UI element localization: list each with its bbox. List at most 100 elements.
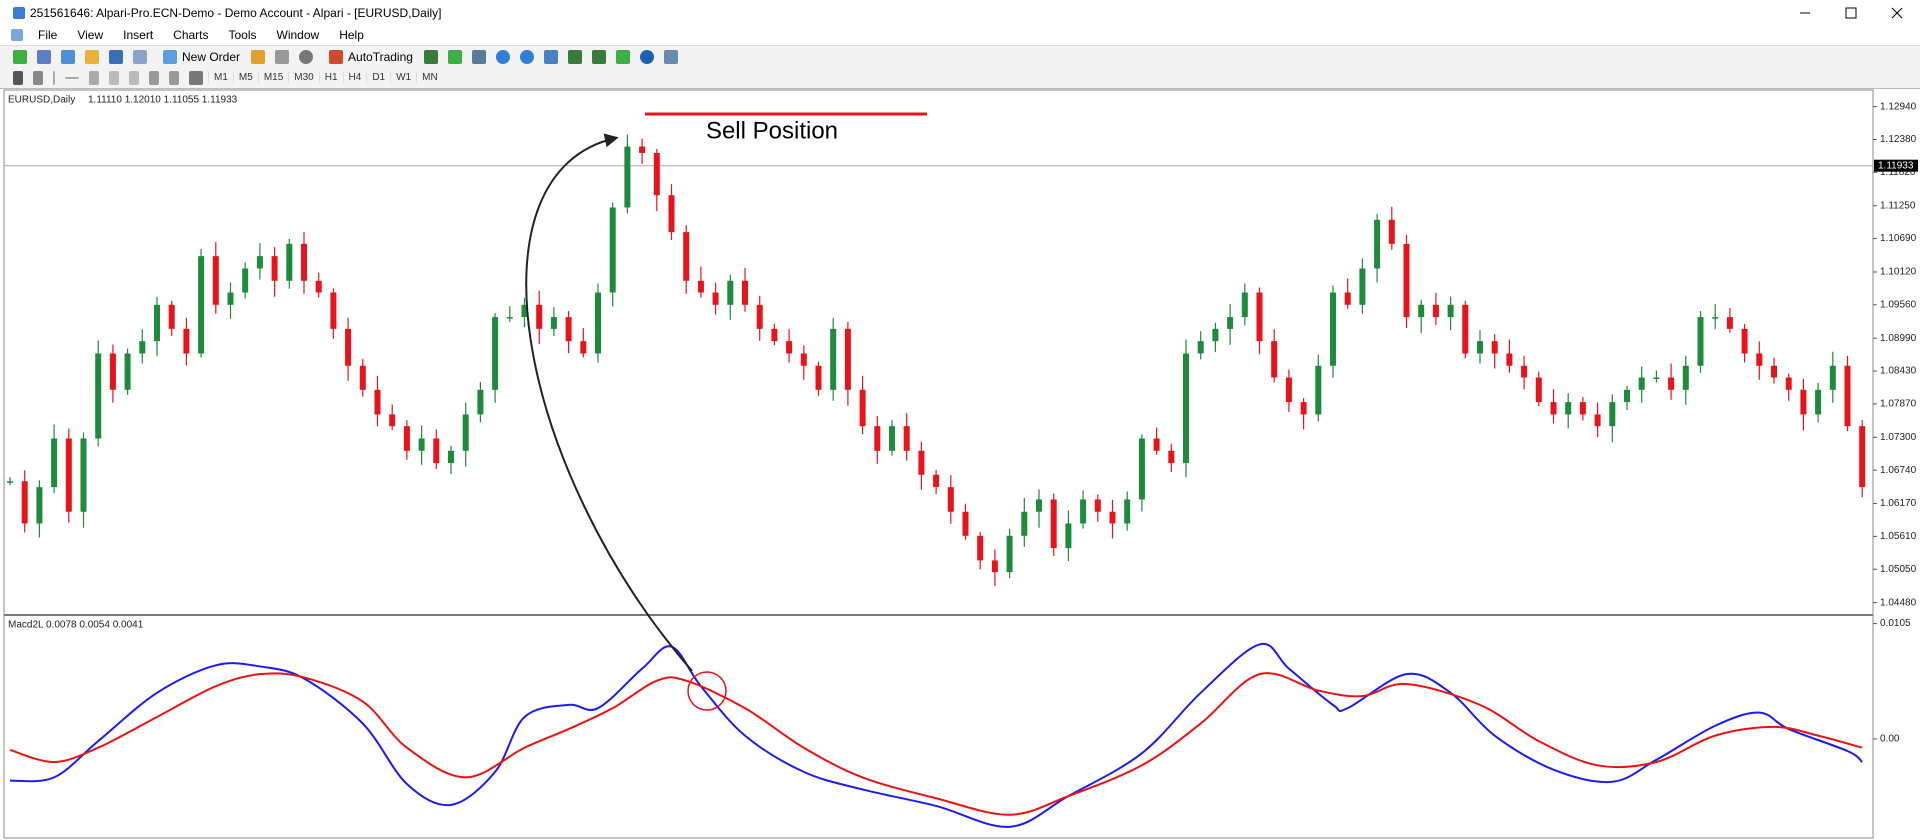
candle-body [1771,365,1777,378]
menu-item[interactable]: Charts [173,28,209,42]
text-tool[interactable] [149,70,159,85]
candle-body [212,256,219,305]
autotrading-button[interactable]: AutoTrading [318,49,419,64]
crossover-circle [687,671,727,711]
candle-body [1859,426,1866,488]
candle-body [1183,353,1189,464]
timeframe-button[interactable]: H4 [342,72,367,83]
channel-tool[interactable] [109,70,119,85]
toolbar-icon[interactable] [133,49,147,64]
candle-body [124,353,131,390]
chart-frame [3,89,1874,839]
trendline-tool[interactable] [89,70,99,85]
new-order-button[interactable]: New Order [152,49,246,64]
candle-body [462,414,469,451]
candle-body [1168,450,1175,464]
candle-body [977,535,984,561]
menu-item[interactable]: Tools [228,28,257,42]
candle-body [1726,317,1733,329]
candle-body [359,365,366,390]
toolbar-icon[interactable] [299,49,314,64]
arrow [525,133,693,672]
candle-body [1388,219,1395,244]
toolbar-icon[interactable] [109,49,123,64]
candle-body [1153,438,1160,451]
cursor-tool[interactable] [13,70,23,85]
toolbar-icon[interactable] [13,49,27,64]
label-tool[interactable] [169,70,179,85]
hline-tool[interactable] [65,76,79,79]
candle-body [109,353,116,390]
close-button[interactable] [1874,0,1920,25]
fibo-tool[interactable] [129,70,139,85]
timeframe-button[interactable]: W1 [390,72,416,83]
candle-body [301,243,307,281]
macd-line [9,672,1863,816]
menu-bar: File View Insert Charts Tools Window Help [0,25,1920,45]
candle-body [65,438,72,512]
minimize-button[interactable] [1782,0,1828,25]
candle-body [1212,328,1219,342]
candle-body [1080,499,1087,524]
toolbar-icon[interactable] [663,49,678,64]
menu-item[interactable]: Help [339,28,364,42]
candle-body [1477,341,1483,354]
toolbar-icon[interactable] [61,49,75,64]
candle-body [1579,402,1586,415]
toolbar-icon[interactable] [519,49,534,64]
toolbar-icon[interactable] [423,49,438,64]
y-tick-label: 1.07870 [1880,399,1917,410]
toolbar-icon[interactable] [251,49,266,64]
timeframe-button[interactable]: M5 [232,72,258,83]
y-tick-label: 1.06740 [1880,465,1917,476]
current-price-label: 1.11933 [1878,160,1914,171]
vline-tool[interactable] [53,70,55,85]
candle-body [639,146,646,153]
timeframe-button[interactable]: M1 [208,72,233,83]
candle-body [1785,377,1792,390]
menu-item[interactable]: File [38,28,58,42]
candle-body [1829,365,1836,390]
timeframe-button[interactable]: M30 [288,72,318,83]
crosshair-tool[interactable] [33,70,43,85]
toolbar-icon[interactable] [37,49,51,64]
candle-body [1403,243,1410,318]
toolbar-icon[interactable] [447,49,462,64]
timeframe-button[interactable]: M15 [257,72,288,83]
y-tick-label: 0.00 [1880,734,1900,745]
menu-item[interactable]: Window [276,28,320,42]
toolbar-icon[interactable] [471,49,486,64]
toolbar-icon[interactable] [495,49,510,64]
candle-body [1491,341,1498,354]
candle-body [7,481,13,483]
candle-body [742,280,748,305]
y-tick-label: 1.09560 [1880,299,1917,310]
toolbar-icon[interactable] [543,49,558,64]
toolbar-icon[interactable] [567,49,582,64]
menu-item[interactable]: Insert [123,28,154,42]
candle-body [286,243,293,281]
timeframe-button[interactable]: MN [416,72,443,83]
current-price-box [1874,159,1918,172]
candle-body [800,353,807,366]
candle-body [1197,341,1204,354]
candle-body [874,426,881,451]
shapes-tool[interactable] [189,70,203,85]
candle-body [786,341,793,354]
timeframe-button[interactable]: D1 [366,72,390,83]
candle-body [198,256,205,354]
menu-item[interactable]: View [77,28,104,42]
toolbar-icon[interactable] [639,49,654,64]
autotrading-label: AutoTrading [348,49,413,64]
maximize-button[interactable] [1828,0,1874,25]
candle-body [653,152,660,196]
timeframe-button[interactable]: H1 [318,72,343,83]
toolbar-icon[interactable] [275,49,290,64]
candle-body [536,304,543,329]
candle-body [506,317,513,319]
toolbar-icon[interactable] [615,49,630,64]
toolbar-icon[interactable] [85,49,99,64]
y-tick-label: 1.11820 [1880,167,1916,178]
candle-body [918,450,925,475]
toolbar-icon[interactable] [591,49,606,64]
